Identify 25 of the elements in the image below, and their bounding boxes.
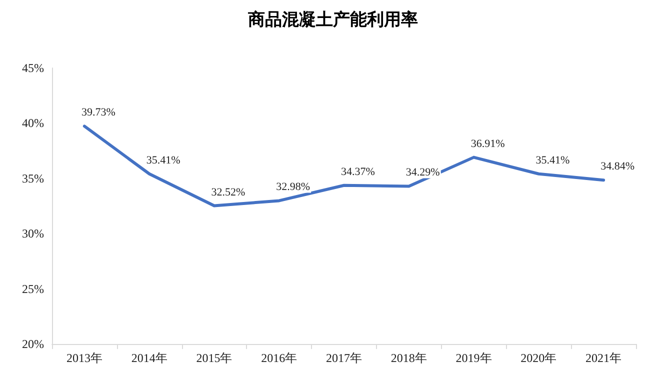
y-tick-label: 20%: [22, 337, 44, 351]
data-label: 34.37%: [341, 166, 375, 178]
data-label: 32.52%: [211, 186, 246, 198]
y-tick-label: 25%: [22, 282, 44, 296]
x-tick-label: 2014年: [131, 351, 168, 365]
y-tick-label: 40%: [22, 116, 44, 130]
y-tick-label: 45%: [22, 61, 44, 75]
data-label: 36.91%: [470, 138, 505, 150]
data-label: 35.41%: [536, 154, 570, 166]
x-tick-label: 2021年: [586, 351, 622, 365]
x-tick-label: 2013年: [66, 351, 102, 365]
x-tick-label: 2016年: [261, 351, 298, 365]
x-tick-label: 2019年: [456, 351, 492, 365]
data-label: 39.73%: [81, 106, 116, 119]
data-label: 35.41%: [146, 154, 180, 166]
x-tick-label: 2020年: [520, 351, 557, 365]
x-tick-label: 2015年: [196, 351, 232, 365]
x-tick-label: 2017年: [326, 351, 362, 365]
data-label: 32.98%: [276, 181, 310, 194]
y-tick-label: 30%: [22, 226, 44, 241]
chart-title: 商品混凝土产能利用率: [247, 10, 418, 29]
data-label: 34.29%: [406, 166, 440, 179]
data-label: 34.84%: [600, 160, 635, 173]
y-tick-label: 35%: [22, 171, 44, 186]
x-tick-label: 2018年: [390, 351, 427, 365]
